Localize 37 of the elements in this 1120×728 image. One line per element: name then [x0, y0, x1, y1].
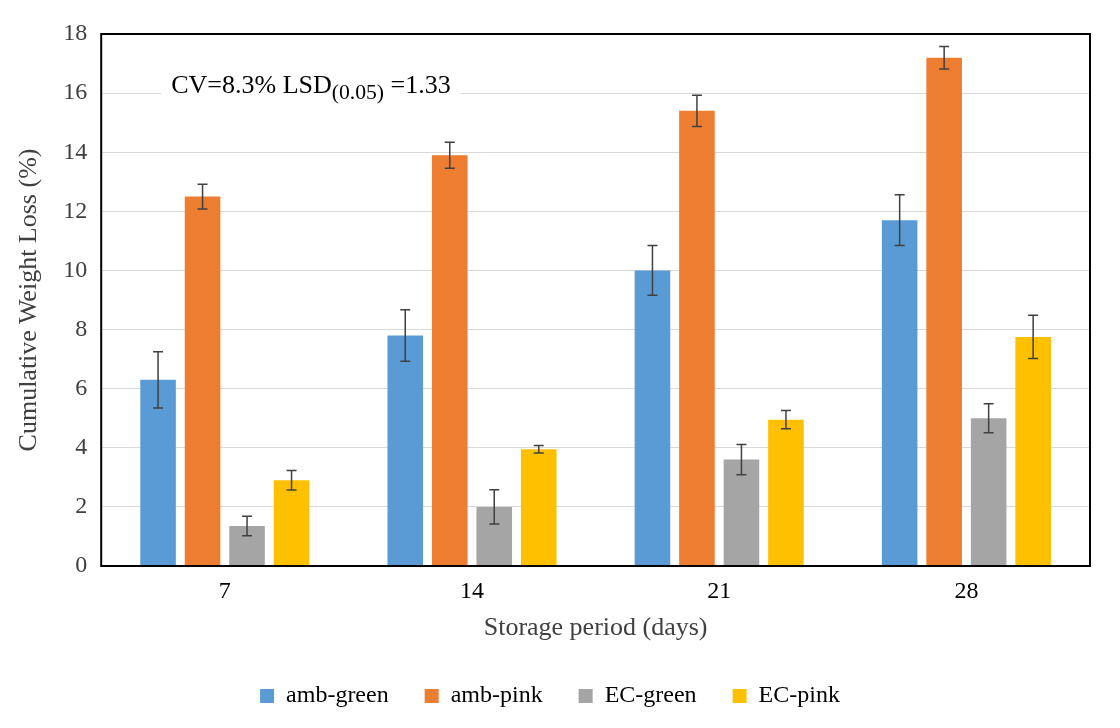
bar [229, 526, 265, 566]
legend-label: amb-pink [450, 681, 543, 708]
x-tick-label: 21 [707, 576, 732, 603]
bar [723, 459, 760, 566]
y-tick-label: 10 [63, 255, 88, 282]
annotation: CV=8.3% LSD$_{(0.05)}$ =1.33 [161, 70, 461, 106]
y-tick-label: 6 [75, 373, 88, 400]
y-tick-label: 12 [63, 196, 88, 223]
bar [387, 335, 424, 566]
y-tick-label: 16 [63, 78, 88, 105]
x-tick-label: 14 [460, 576, 484, 603]
bar [1015, 336, 1051, 566]
y-tick-label: 14 [63, 137, 88, 164]
bar [140, 379, 176, 566]
legend-label: EC-pink [758, 681, 840, 708]
x-axis-title: Storage period (days) [483, 612, 708, 642]
bar [926, 57, 962, 566]
bar [184, 196, 221, 566]
bar [634, 270, 671, 566]
y-tick-label: 8 [75, 314, 88, 341]
bar [679, 110, 715, 566]
bar [431, 155, 468, 566]
legend-label: EC-green [604, 681, 697, 708]
legend-label: amb-green [286, 681, 389, 708]
y-tick-label: 4 [75, 433, 88, 460]
bar [970, 418, 1007, 566]
y-tick-label: 2 [75, 492, 88, 519]
y-tick-label: 0 [75, 551, 88, 578]
bar [476, 506, 513, 566]
bar [273, 480, 310, 566]
x-tick-label: 7 [218, 576, 231, 603]
bar [520, 449, 557, 566]
y-tick-label: 18 [63, 19, 88, 46]
y-axis-title: Cumulative Weight Loss (%) [13, 148, 43, 452]
bar [881, 220, 918, 566]
bar [768, 419, 804, 566]
x-tick-label: 28 [954, 576, 979, 603]
